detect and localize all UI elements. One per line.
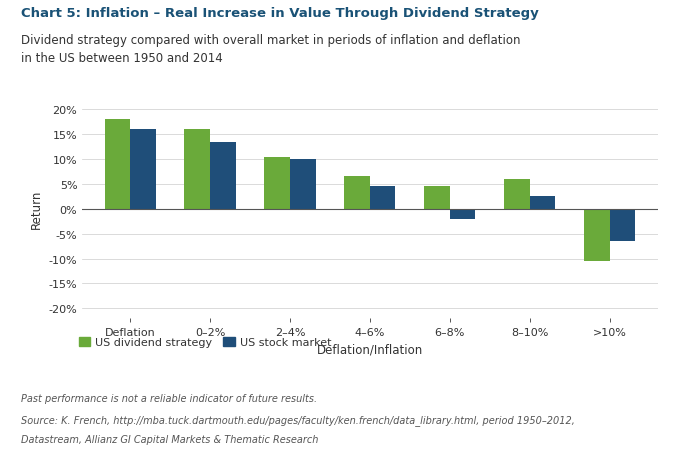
Text: Source: K. French, http://mba.tuck.dartmouth.edu/pages/faculty/ken.french/data_l: Source: K. French, http://mba.tuck.dartm… [21, 414, 575, 425]
Text: Chart 5: Inflation – Real Increase in Value Through Dividend Strategy: Chart 5: Inflation – Real Increase in Va… [21, 7, 538, 20]
Bar [370, 187, 395, 209]
Bar [450, 209, 475, 219]
Bar [105, 120, 130, 209]
Bar [610, 209, 635, 242]
Bar [184, 130, 210, 209]
Text: Past performance is not a reliable indicator of future results.: Past performance is not a reliable indic… [21, 394, 316, 404]
Y-axis label: Return: Return [30, 190, 43, 229]
Bar [210, 142, 236, 209]
Legend: US dividend strategy, US stock market: US dividend strategy, US stock market [74, 333, 336, 352]
Bar [504, 180, 530, 209]
Bar [530, 197, 556, 209]
X-axis label: Deflation/Inflation: Deflation/Inflation [316, 343, 423, 356]
Bar [130, 130, 155, 209]
Text: Dividend strategy compared with overall market in periods of inflation and defla: Dividend strategy compared with overall … [21, 34, 520, 65]
Bar [584, 209, 610, 262]
Bar [424, 187, 450, 209]
Bar [290, 160, 316, 209]
Text: Datastream, Allianz GI Capital Markets & Thematic Research: Datastream, Allianz GI Capital Markets &… [21, 434, 318, 444]
Bar [345, 177, 370, 209]
Bar [264, 157, 290, 209]
